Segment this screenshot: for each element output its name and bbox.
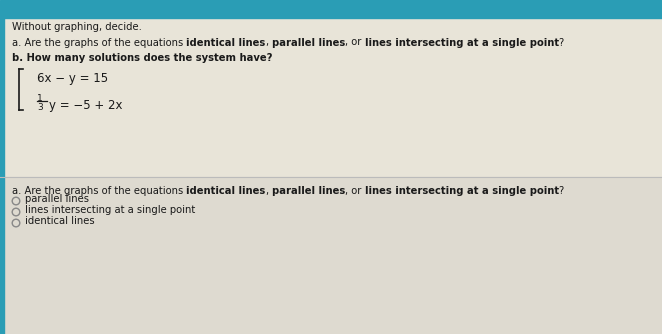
Text: 6x − y = 15: 6x − y = 15: [37, 72, 108, 85]
Text: a. Are the graphs of the equations: a. Are the graphs of the equations: [12, 186, 187, 196]
Text: parallel lines: parallel lines: [272, 186, 345, 196]
Text: 3: 3: [37, 103, 43, 112]
Text: ?: ?: [559, 186, 564, 196]
Bar: [0, 0, 662, 18]
Text: identical lines: identical lines: [187, 37, 265, 47]
Text: 1: 1: [37, 94, 43, 103]
Text: identical lines: identical lines: [25, 216, 95, 226]
Text: lines intersecting at a single point: lines intersecting at a single point: [365, 186, 559, 196]
Text: parallel lines: parallel lines: [272, 37, 345, 47]
Text: parallel lines: parallel lines: [25, 194, 89, 204]
Text: lines intersecting at a single point: lines intersecting at a single point: [25, 205, 195, 215]
Bar: [4, 18, 662, 177]
Text: ,: ,: [265, 37, 272, 47]
Text: y = −5 + 2x: y = −5 + 2x: [49, 99, 122, 112]
Text: Without graphing, decide.: Without graphing, decide.: [12, 22, 142, 32]
Text: identical lines: identical lines: [187, 186, 265, 196]
Bar: [0, 18, 4, 334]
Text: ,: ,: [265, 186, 272, 196]
Text: ?: ?: [559, 37, 564, 47]
Text: a. Are the graphs of the equations: a. Are the graphs of the equations: [12, 37, 187, 47]
Text: , or: , or: [345, 37, 365, 47]
Text: , or: , or: [345, 186, 365, 196]
Text: b. How many solutions does the system have?: b. How many solutions does the system ha…: [12, 53, 273, 63]
Text: lines intersecting at a single point: lines intersecting at a single point: [365, 37, 559, 47]
Bar: [4, 177, 662, 334]
